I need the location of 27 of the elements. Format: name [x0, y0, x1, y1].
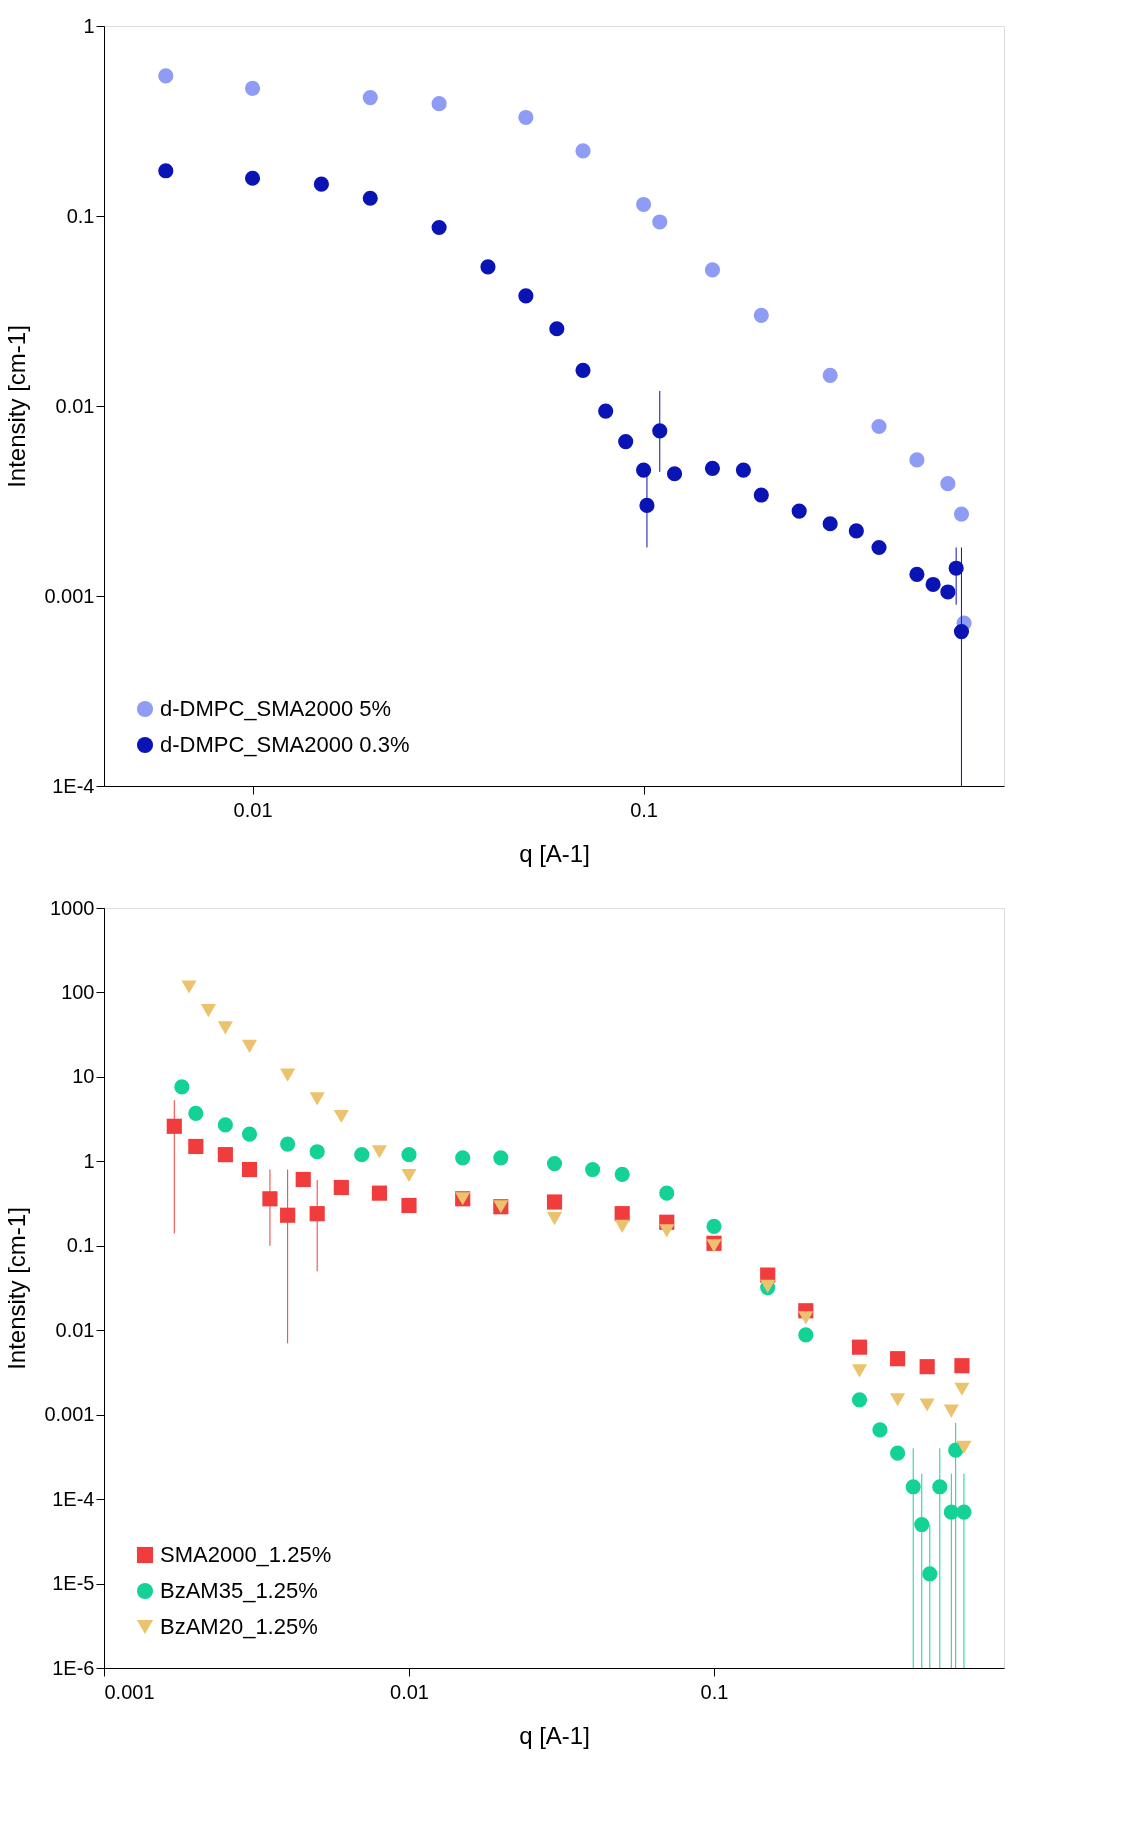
y-tick-label: 1E-6	[52, 1656, 95, 1679]
y-tick-label: 0.001	[44, 1403, 95, 1426]
legend-label: d-DMPC_SMA2000 5%	[160, 696, 392, 721]
y-tick-label: 1	[83, 14, 95, 37]
y-tick-label: 0.01	[55, 394, 95, 417]
y-tick-label: 1E-5	[52, 1572, 95, 1595]
y-axis-title: Intensity [cm-1]	[3, 325, 31, 488]
y-tick-label: 0.1	[66, 204, 95, 227]
y-tick-label: 1	[83, 1149, 95, 1172]
y-tick-label: 10	[72, 1065, 95, 1088]
y-axis-title: Intensity [cm-1]	[3, 1207, 31, 1370]
y-tick-label: 1E-4	[52, 774, 95, 797]
legend-label: d-DMPC_SMA2000 0.3%	[160, 732, 410, 757]
legend-label: BzAM35_1.25%	[160, 1578, 318, 1603]
y-tick-label: 1000	[50, 896, 95, 919]
y-tick-label: 100	[61, 980, 95, 1003]
y-tick-label: 0.1	[66, 1234, 95, 1257]
y-tick-label: 0.01	[55, 1318, 95, 1341]
x-axis-title: q [A-1]	[519, 839, 590, 867]
legend-label: BzAM20_1.25%	[160, 1614, 318, 1639]
y-tick-label: 1E-4	[52, 1487, 95, 1510]
x-tick-label: 0.001	[104, 1680, 155, 1703]
legend-label: SMA2000_1.25%	[160, 1542, 332, 1567]
x-tick-label: 0.1	[700, 1680, 729, 1703]
x-axis-title: q [A-1]	[519, 1721, 590, 1749]
y-tick-label: 0.001	[44, 584, 95, 607]
x-tick-label: 0.01	[390, 1680, 429, 1703]
